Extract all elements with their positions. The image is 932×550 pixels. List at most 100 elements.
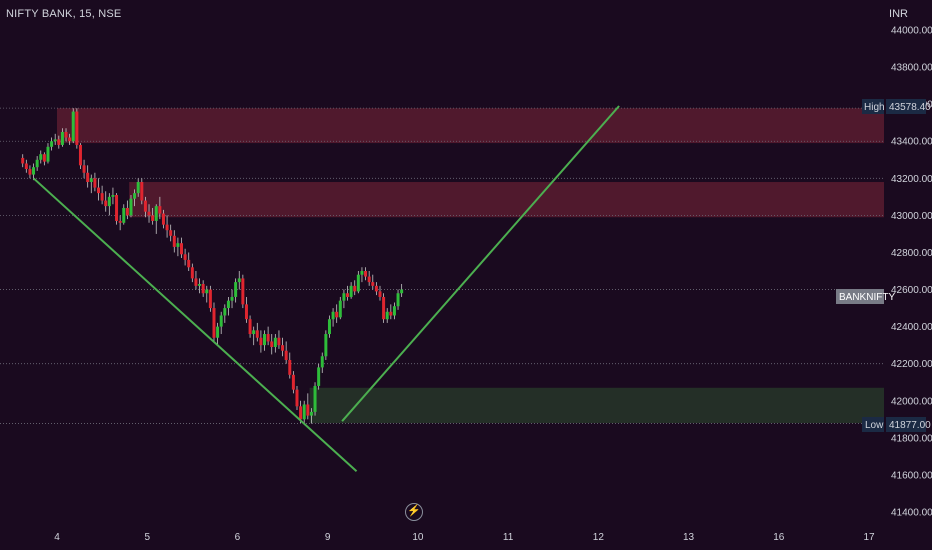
bull-body — [400, 289, 404, 294]
candle-63 — [248, 315, 252, 338]
bull-body — [230, 296, 234, 301]
candle-11 — [60, 128, 64, 147]
candle-22 — [100, 185, 104, 205]
candle-30 — [129, 194, 133, 218]
candle-44 — [180, 237, 184, 259]
candle-51 — [205, 285, 209, 303]
bull-body — [349, 285, 353, 297]
candle-41 — [169, 224, 173, 242]
bear-body — [241, 278, 245, 305]
candle-0 — [21, 154, 25, 168]
bull-body — [129, 198, 133, 216]
candle-21 — [97, 178, 101, 201]
y-tick-label: 43400.00 — [891, 137, 932, 148]
candle-94 — [360, 267, 364, 283]
bear-body — [335, 311, 339, 318]
bull-body — [385, 311, 389, 320]
y-tick-label: 42000.00 — [891, 396, 932, 407]
low-value-badge-bg — [886, 417, 926, 432]
candle-7 — [46, 143, 50, 164]
level-lines — [0, 107, 884, 424]
bear-body — [346, 293, 350, 297]
trendline-0 — [32, 177, 358, 472]
candle-27 — [118, 215, 122, 231]
currency-label: INR — [889, 8, 908, 20]
bear-body — [140, 182, 144, 201]
candle-52 — [208, 285, 212, 312]
bear-body — [104, 200, 108, 207]
x-tick-label: 16 — [773, 532, 785, 543]
candle-92 — [353, 280, 357, 296]
high-badge-label: High — [864, 102, 885, 113]
candle-34 — [143, 196, 147, 218]
candle-69 — [270, 334, 274, 355]
bear-body — [266, 334, 270, 342]
high-value-badge-bg — [886, 99, 926, 114]
y-tick-label: 41400.00 — [891, 508, 932, 519]
candle-37 — [154, 204, 158, 234]
bull-body — [107, 196, 111, 207]
y-tick-label: 43200.00 — [891, 174, 932, 185]
bear-body — [86, 172, 90, 183]
candle-104 — [396, 289, 400, 310]
bear-body — [78, 144, 82, 166]
candle-86 — [331, 308, 335, 327]
symbol-badge-bg — [836, 289, 884, 304]
candle-16 — [78, 143, 82, 170]
candle-66 — [259, 330, 263, 353]
candle-39 — [161, 209, 165, 229]
flash-icon[interactable]: ⚡ — [405, 503, 423, 521]
y-tick-label: 42600.00 — [891, 285, 932, 296]
candle-20 — [93, 172, 97, 192]
candle-68 — [266, 326, 270, 346]
price-badges: High 43578.40 BANKNIFTY Low 41877.00 — [836, 99, 931, 432]
candle-76 — [295, 385, 299, 411]
low-badge-bg — [862, 417, 884, 432]
bull-body — [273, 337, 277, 348]
bull-body — [263, 334, 267, 346]
bear-body — [165, 224, 169, 231]
bear-body — [75, 111, 79, 145]
candle-102 — [389, 304, 393, 320]
candle-57 — [226, 296, 230, 316]
candle-101 — [385, 308, 389, 323]
bear-body — [194, 278, 198, 286]
candle-61 — [241, 274, 245, 309]
bear-body — [64, 131, 68, 138]
bear-body — [371, 282, 375, 286]
candle-74 — [288, 352, 292, 379]
bear-body — [259, 337, 263, 346]
candle-91 — [349, 282, 353, 299]
candle-64 — [252, 326, 256, 346]
candle-48 — [194, 271, 198, 290]
candle-89 — [342, 289, 346, 309]
symbol-header[interactable]: NIFTY BANK, 15, NSE — [6, 8, 122, 20]
trendline-1 — [341, 105, 620, 422]
candle-35 — [147, 204, 151, 223]
candle-43 — [176, 237, 180, 257]
candle-13 — [68, 133, 72, 145]
candle-layer — [21, 108, 404, 424]
bear-body — [100, 193, 104, 201]
candle-40 — [165, 215, 169, 238]
bull-body — [219, 315, 223, 327]
bull-body — [39, 154, 43, 160]
bear-body — [367, 276, 371, 283]
candle-45 — [183, 248, 187, 266]
time-axis[interactable]: 4 5 6 9 10 11 12 13 16 17 — [54, 532, 875, 543]
supply-zone-1 — [129, 182, 884, 218]
bear-body — [24, 163, 28, 170]
bull-body — [60, 131, 64, 145]
bear-body — [212, 308, 216, 338]
candle-96 — [367, 271, 371, 286]
bull-body — [317, 367, 321, 386]
bear-body — [118, 220, 122, 223]
bear-body — [306, 404, 310, 416]
bear-body — [291, 374, 295, 390]
candle-81 — [313, 382, 317, 416]
candle-58 — [230, 289, 234, 309]
bear-body — [21, 157, 25, 164]
candle-6 — [42, 152, 46, 166]
candle-100 — [382, 293, 386, 323]
